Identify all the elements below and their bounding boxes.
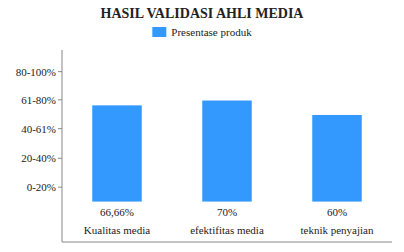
y-axis-line [62, 50, 63, 242]
y-tick-label: 20-40% [21, 152, 56, 164]
title: HASIL VALIDASI AHLI MEDIA [101, 6, 305, 21]
y-tick [58, 187, 62, 188]
y-tick [58, 71, 62, 72]
y-tick [58, 158, 62, 159]
bar [92, 105, 142, 201]
y-tick-label: 61-80% [21, 94, 56, 106]
bar [202, 101, 252, 202]
legend-swatch [152, 27, 166, 37]
legend: Presentase produk [152, 26, 252, 38]
bars [92, 101, 362, 202]
y-tick [58, 99, 62, 100]
y-tick-label: 0-20% [27, 181, 56, 193]
chart: HASIL VALIDASI AHLI MEDIA 66,66% Kualitas … [0, 0, 404, 252]
category-label: efektifitas media [190, 224, 264, 236]
data-label: 70% [217, 206, 237, 218]
x-axis-line [62, 242, 392, 243]
bar [312, 115, 362, 202]
legend-label: Presentase produk [171, 26, 252, 38]
data-label: 60% [327, 206, 347, 218]
category-label: teknik penyajian [300, 224, 374, 236]
data-label: 66,66% [100, 206, 134, 218]
category-label: Kualitas media [84, 224, 150, 236]
y-tick [58, 128, 62, 129]
y-tick-label: 40-61% [21, 123, 56, 135]
y-tick-label: 80-100% [16, 66, 56, 78]
